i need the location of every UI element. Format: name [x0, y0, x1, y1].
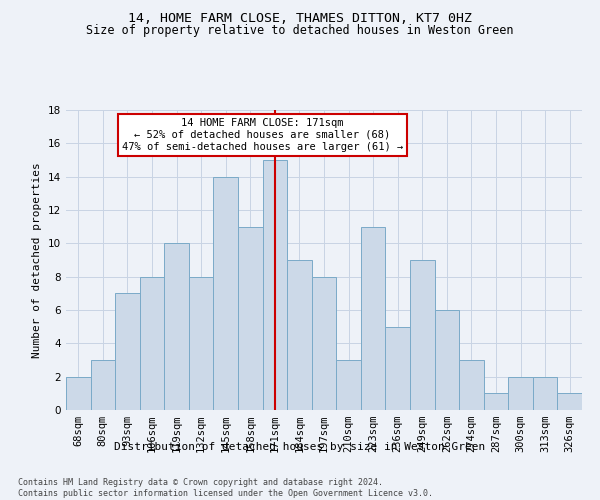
Y-axis label: Number of detached properties: Number of detached properties: [32, 162, 43, 358]
Bar: [287, 260, 312, 410]
Bar: [238, 226, 263, 410]
Bar: [361, 226, 385, 410]
Text: 14 HOME FARM CLOSE: 171sqm
← 52% of detached houses are smaller (68)
47% of semi: 14 HOME FARM CLOSE: 171sqm ← 52% of deta…: [122, 118, 403, 152]
Bar: [410, 260, 434, 410]
Bar: [66, 376, 91, 410]
Bar: [336, 360, 361, 410]
Bar: [164, 244, 189, 410]
Bar: [189, 276, 214, 410]
Bar: [263, 160, 287, 410]
Bar: [434, 310, 459, 410]
Text: Distribution of detached houses by size in Weston Green: Distribution of detached houses by size …: [115, 442, 485, 452]
Text: 14, HOME FARM CLOSE, THAMES DITTON, KT7 0HZ: 14, HOME FARM CLOSE, THAMES DITTON, KT7 …: [128, 12, 472, 26]
Bar: [140, 276, 164, 410]
Bar: [115, 294, 140, 410]
Bar: [312, 276, 336, 410]
Text: Size of property relative to detached houses in Weston Green: Size of property relative to detached ho…: [86, 24, 514, 37]
Text: Contains HM Land Registry data © Crown copyright and database right 2024.
Contai: Contains HM Land Registry data © Crown c…: [18, 478, 433, 498]
Bar: [508, 376, 533, 410]
Bar: [484, 394, 508, 410]
Bar: [385, 326, 410, 410]
Bar: [91, 360, 115, 410]
Bar: [459, 360, 484, 410]
Bar: [214, 176, 238, 410]
Bar: [533, 376, 557, 410]
Bar: [557, 394, 582, 410]
